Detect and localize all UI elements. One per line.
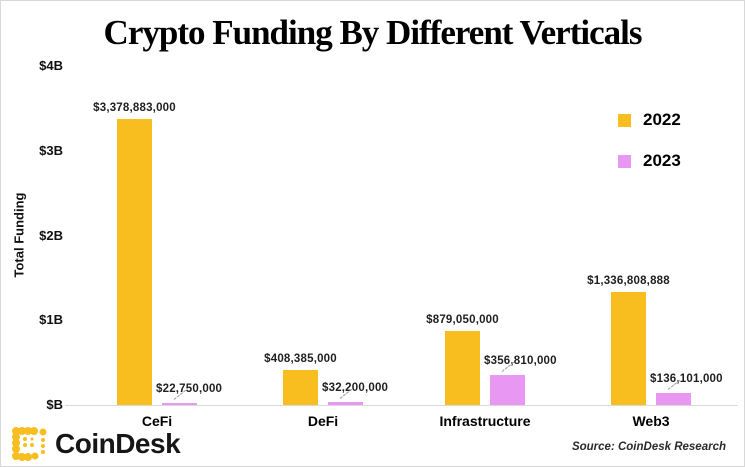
- y-tick-label: $3B: [39, 142, 63, 158]
- bar-2022-cefi: [117, 119, 152, 405]
- value-label-2023-defi: $32,200,000: [322, 382, 389, 394]
- bar-2023-infrastructure: [490, 375, 525, 405]
- value-label-2022-infrastructure: $879,050,000: [426, 314, 499, 326]
- legend-label-2023: 2023: [643, 151, 681, 170]
- bar-2022-defi: [283, 370, 318, 405]
- chart-title: Crypto Funding By Different Verticals: [103, 13, 643, 52]
- value-label-2023-cefi: $22,750,000: [156, 383, 223, 395]
- category-label-cefi: CeFi: [141, 413, 173, 429]
- coindesk-logo: CoinDesk: [9, 424, 181, 464]
- bar-2023-defi: [328, 402, 363, 405]
- bar-2023-web3: [656, 393, 691, 405]
- value-label-2022-web3: $1,336,808,888: [587, 275, 670, 287]
- legend: 2022 2023: [618, 110, 681, 192]
- category-label-infrastructure: Infrastructure: [439, 413, 531, 429]
- x-axis-line: [65, 405, 738, 406]
- y-tick-label: $1B: [39, 312, 63, 328]
- y-tick-label: $B: [46, 397, 63, 412]
- source-attribution: Source: CoinDesk Research: [571, 441, 726, 453]
- coindesk-logo-icon: [12, 427, 47, 461]
- coindesk-logo-text: CoinDesk: [55, 428, 181, 459]
- legend-item-2022: 2022: [618, 110, 681, 130]
- y-tick-label: $4B: [39, 58, 63, 73]
- legend-swatch-2023: [618, 154, 631, 168]
- value-label-2023-web3: $136,101,000: [650, 373, 723, 385]
- y-tick-label: $2B: [39, 227, 63, 243]
- bar-2022-web3: [611, 292, 646, 405]
- value-label-2022-defi: $408,385,000: [264, 353, 337, 365]
- value-label-2023-infrastructure: $356,810,000: [484, 355, 557, 367]
- bar-2022-infrastructure: [445, 331, 480, 405]
- legend-swatch-2022: [618, 113, 631, 127]
- value-label-2022-cefi: $3,378,883,000: [93, 102, 176, 114]
- category-label-defi: DeFi: [307, 413, 339, 429]
- legend-item-2023: 2023: [618, 151, 681, 171]
- category-label-web3: Web3: [632, 413, 670, 429]
- bar-2023-cefi: [162, 403, 197, 405]
- legend-label-2022: 2022: [643, 110, 681, 129]
